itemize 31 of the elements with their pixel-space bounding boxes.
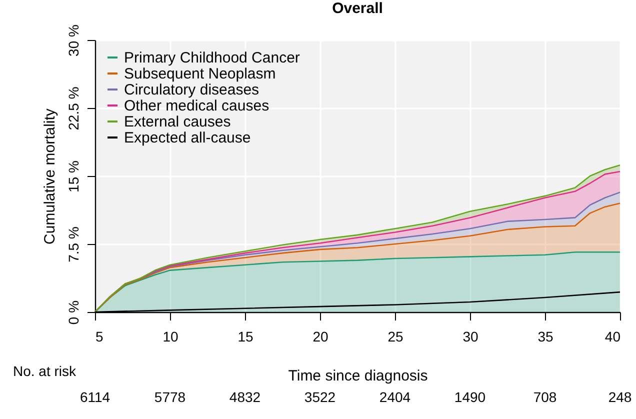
x-tick-label: 15	[238, 328, 254, 344]
text: 5778	[154, 389, 186, 405]
y-tick-label: 22.5 %	[66, 86, 82, 130]
y-tick-label: 30 %	[66, 24, 82, 56]
y-tick-label: 15 %	[66, 160, 82, 192]
x-tick-label: 10	[162, 328, 178, 344]
text: 708	[533, 389, 557, 405]
text: 4832	[229, 389, 261, 405]
chart-title: Overall	[332, 0, 383, 18]
legend-label: Primary Childhood Cancer	[124, 50, 300, 66]
text: 6114	[80, 389, 110, 405]
x-tick-label: 35	[538, 328, 554, 344]
y-tick-label: 0 %	[66, 300, 82, 325]
legend-label: Circulatory diseases	[124, 82, 260, 98]
legend-label: External causes	[124, 114, 231, 130]
x-tick-label: 30	[462, 328, 478, 344]
y-tick-label: 7.5 %	[66, 226, 82, 262]
x-tick-label: 20	[312, 328, 328, 344]
legend-label: Subsequent Neoplasm	[124, 66, 276, 82]
x-tick-label: 25	[388, 328, 404, 344]
y-axis-title: Cumulative mortality	[42, 108, 58, 244]
x-tick-label: 40	[604, 328, 621, 344]
text: 2404	[379, 389, 411, 405]
x-axis-title: Time since diagnosis	[288, 368, 428, 384]
legend-label: Expected all-cause	[124, 130, 251, 146]
text: 1490	[454, 389, 486, 405]
text: No. at risk	[13, 363, 78, 379]
text: 248	[608, 389, 632, 405]
text: 3522	[304, 389, 336, 405]
x-tick-label: 5	[96, 328, 104, 344]
legend-label: Other medical causes	[124, 98, 270, 114]
